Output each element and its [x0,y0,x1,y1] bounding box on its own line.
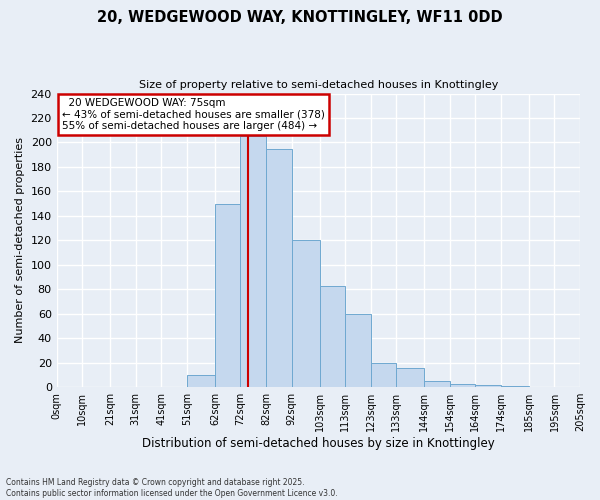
Bar [396,368,424,387]
Bar [371,362,396,387]
Bar [241,136,266,387]
X-axis label: Distribution of semi-detached houses by size in Knottingley: Distribution of semi-detached houses by … [142,437,495,450]
Bar [266,148,292,387]
Bar [475,385,501,387]
Text: Contains HM Land Registry data © Crown copyright and database right 2025.
Contai: Contains HM Land Registry data © Crown c… [6,478,338,498]
Bar [345,314,371,387]
Bar [450,384,475,387]
Text: 20 WEDGEWOOD WAY: 75sqm
← 43% of semi-detached houses are smaller (378)
55% of s: 20 WEDGEWOOD WAY: 75sqm ← 43% of semi-de… [62,98,325,131]
Bar [424,381,450,387]
Text: 20, WEDGEWOOD WAY, KNOTTINGLEY, WF11 0DD: 20, WEDGEWOOD WAY, KNOTTINGLEY, WF11 0DD [97,10,503,25]
Y-axis label: Number of semi-detached properties: Number of semi-detached properties [15,138,25,344]
Bar [501,386,529,387]
Bar [187,375,215,387]
Bar [292,240,320,387]
Bar [320,286,345,387]
Title: Size of property relative to semi-detached houses in Knottingley: Size of property relative to semi-detach… [139,80,498,90]
Bar [215,204,241,387]
